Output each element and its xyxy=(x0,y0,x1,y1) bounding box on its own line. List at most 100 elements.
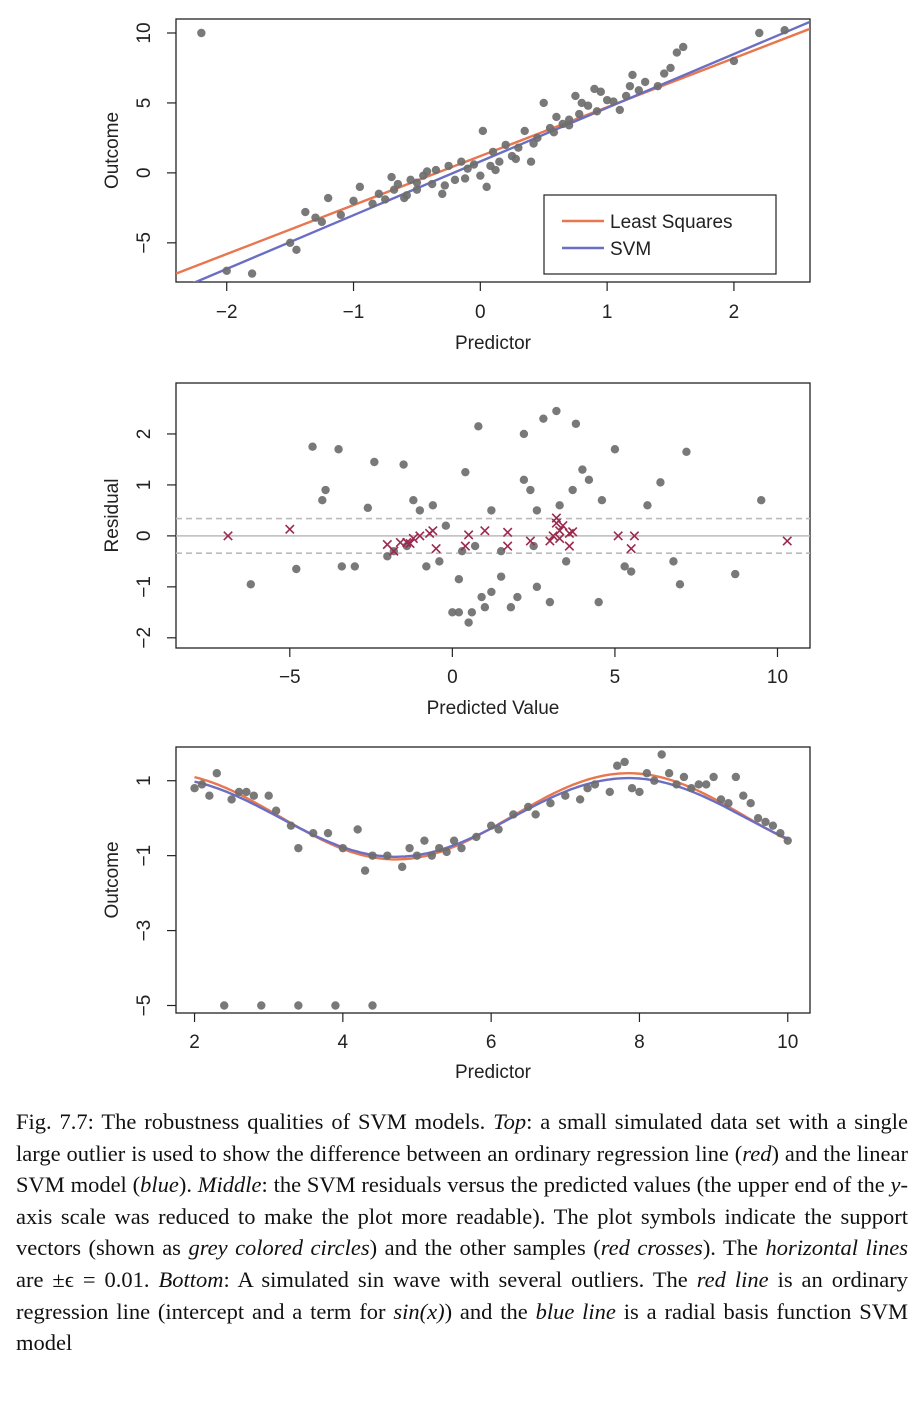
caption-text: -axis scale was reduced to make the plot… xyxy=(16,1172,908,1261)
caption-y-word: y xyxy=(890,1172,901,1198)
y-axis-label: Residual xyxy=(102,479,123,553)
data-point xyxy=(350,562,360,571)
data-point xyxy=(657,750,666,759)
data-point xyxy=(457,843,466,853)
data-point xyxy=(412,178,422,187)
x-tick-label: −5 xyxy=(279,667,301,688)
data-point xyxy=(368,1001,377,1010)
cross-stroke xyxy=(382,539,393,550)
caption-text: : A simulated sin wave with several outl… xyxy=(223,1266,697,1292)
cross-marker xyxy=(554,533,565,544)
data-point xyxy=(545,597,555,607)
data-point xyxy=(709,772,718,782)
data-point xyxy=(399,460,408,469)
caption-top-label: Top xyxy=(493,1109,527,1134)
cross-marker xyxy=(431,543,441,554)
data-point xyxy=(286,821,296,830)
caption-text: Fig. 7.7: The robustness qualities of SV… xyxy=(16,1109,494,1134)
caption-red-word: red xyxy=(742,1140,772,1166)
data-point xyxy=(653,81,663,91)
data-point xyxy=(729,56,739,66)
data-point xyxy=(480,603,490,612)
data-point xyxy=(532,506,542,515)
data-point xyxy=(506,603,516,612)
data-point xyxy=(609,97,618,106)
data-point xyxy=(353,825,362,834)
data-point xyxy=(642,769,652,778)
data-point xyxy=(222,266,231,276)
data-point xyxy=(768,821,778,830)
x-tick-label: 8 xyxy=(634,1032,645,1053)
caption-blue-word: blue xyxy=(140,1172,179,1198)
x-tick-label: 10 xyxy=(777,1032,798,1053)
data-point xyxy=(621,91,631,101)
cross-marker xyxy=(460,541,471,551)
caption-text: is a radial basis function SVM model xyxy=(16,1298,909,1356)
data-point xyxy=(435,843,444,853)
data-point xyxy=(246,580,255,589)
data-point xyxy=(219,1001,229,1010)
data-point xyxy=(308,442,317,451)
data-point xyxy=(412,185,422,194)
cross-stroke xyxy=(567,527,578,537)
y-axis-label: Outcome xyxy=(102,841,123,918)
cross-marker xyxy=(558,520,568,531)
data-point xyxy=(457,157,466,166)
data-point xyxy=(780,25,789,35)
y-tick-label: 1 xyxy=(134,480,155,491)
cross-marker xyxy=(402,537,412,548)
x-tick-label: 4 xyxy=(338,1032,349,1053)
data-point xyxy=(227,795,236,804)
data-point xyxy=(679,42,688,52)
data-point xyxy=(435,557,444,566)
data-point xyxy=(412,851,422,860)
data-point xyxy=(558,119,567,129)
data-point xyxy=(368,851,377,860)
cross-marker xyxy=(626,543,636,554)
cross-stroke xyxy=(502,541,513,551)
data-point xyxy=(783,836,792,845)
data-point xyxy=(513,592,522,602)
caption-red-crosses: red crosses xyxy=(600,1235,703,1261)
legend-box xyxy=(543,194,777,275)
cross-stroke xyxy=(613,531,623,541)
x-tick-label: 2 xyxy=(189,1032,200,1053)
data-point xyxy=(643,501,652,510)
data-point xyxy=(495,157,504,166)
chart-panel-1: −2 −1 0 1 2 −5 0 5 10 Predictor Outcome Least Squar… xyxy=(102,18,811,354)
data-point xyxy=(755,28,764,38)
cross-stroke xyxy=(554,533,565,544)
data-point xyxy=(470,541,480,551)
data-point xyxy=(487,587,496,597)
data-point xyxy=(476,171,485,180)
data-point xyxy=(420,836,429,845)
data-point xyxy=(478,126,488,136)
data-point xyxy=(659,69,669,78)
cross-marker xyxy=(408,533,419,544)
data-point xyxy=(285,238,295,248)
y-axis-label: Outcome xyxy=(102,112,123,189)
data-point xyxy=(336,210,346,220)
data-point xyxy=(539,414,548,423)
legend-label: SVM xyxy=(610,239,651,260)
data-point xyxy=(387,172,396,182)
data-point xyxy=(628,70,637,80)
data-point xyxy=(491,165,500,175)
data-point xyxy=(524,802,533,812)
caption-middle-label: Middle xyxy=(197,1172,262,1198)
cross-marker xyxy=(629,531,640,541)
data-point xyxy=(546,798,555,808)
data-point xyxy=(321,485,330,495)
y-tick-label: 5 xyxy=(134,98,155,109)
caption-horizontal-lines: horizontal lines xyxy=(765,1235,908,1261)
data-point xyxy=(190,784,199,793)
y-tick-label: −3 xyxy=(134,920,155,942)
data-point xyxy=(761,817,770,827)
data-point xyxy=(264,791,273,800)
data-point xyxy=(739,791,748,800)
caption-grey-circles: grey colored circles xyxy=(188,1235,370,1261)
cross-marker xyxy=(428,526,438,536)
data-point xyxy=(197,780,207,789)
data-point xyxy=(552,406,561,416)
data-point xyxy=(519,475,529,485)
